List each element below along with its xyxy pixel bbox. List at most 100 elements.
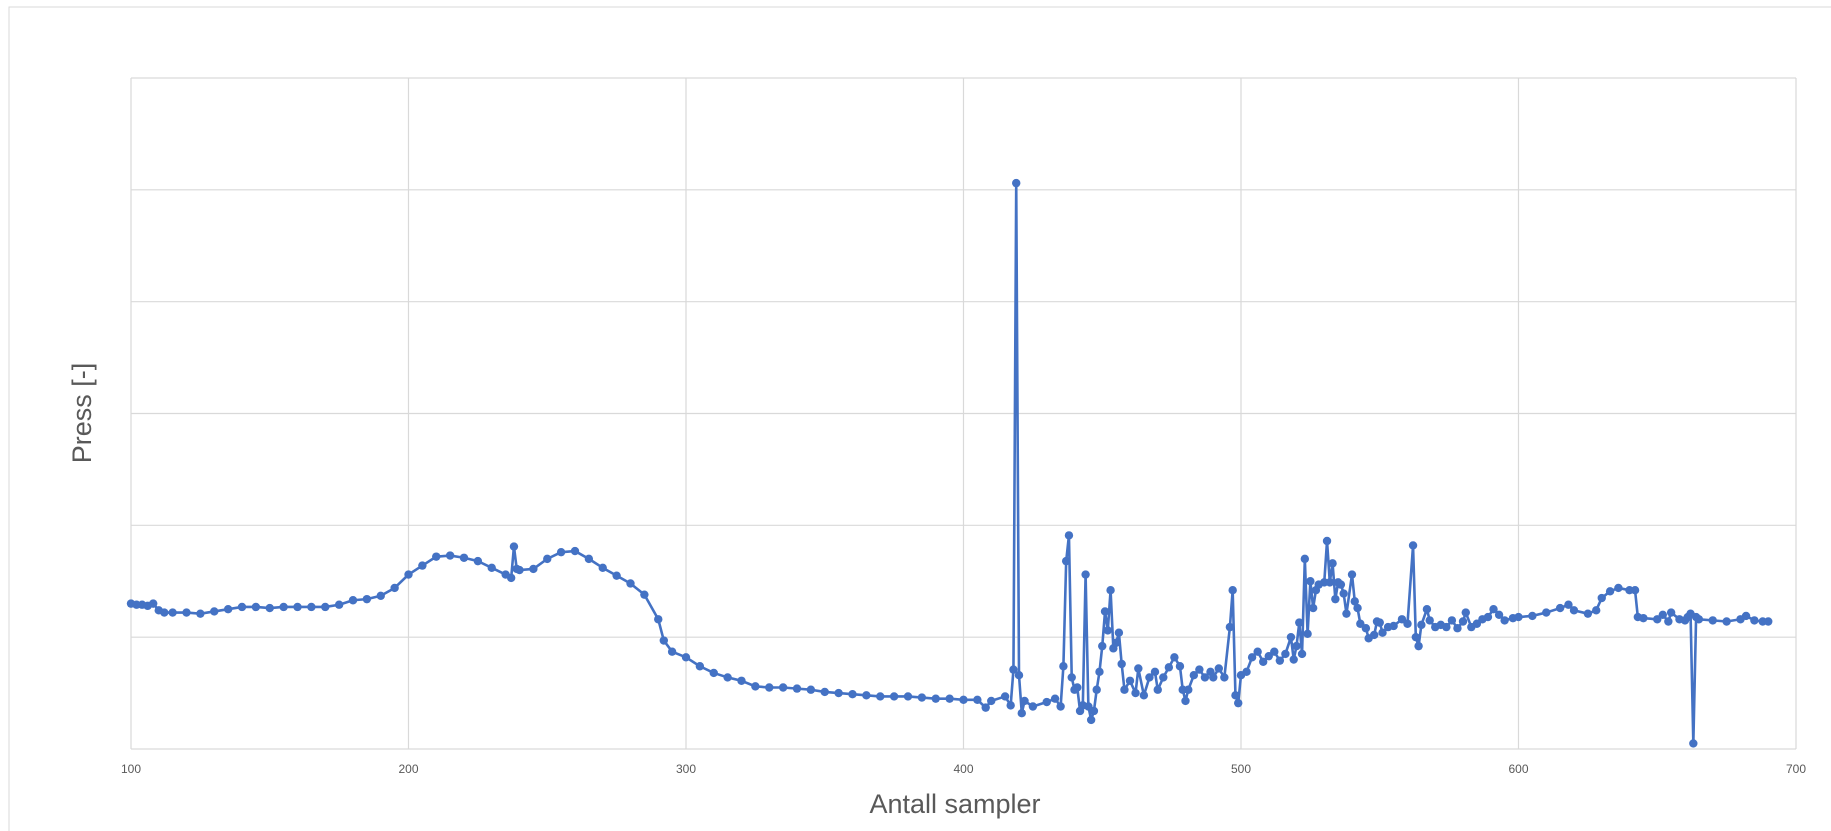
data-point bbox=[1425, 616, 1434, 625]
data-point bbox=[1209, 673, 1218, 682]
data-point bbox=[1164, 663, 1174, 672]
data-point bbox=[1347, 570, 1357, 579]
data-point bbox=[418, 561, 427, 570]
data-point bbox=[1131, 688, 1140, 698]
data-point bbox=[237, 602, 247, 612]
data-point bbox=[1214, 664, 1224, 673]
data-point bbox=[584, 554, 594, 564]
data-point bbox=[515, 565, 524, 575]
x-tick-label: 400 bbox=[953, 762, 973, 776]
data-point bbox=[1342, 609, 1351, 618]
data-point bbox=[1270, 647, 1279, 656]
data-point bbox=[862, 691, 871, 700]
data-point bbox=[903, 692, 913, 701]
y-axis-title: Press [-] bbox=[67, 363, 97, 464]
data-point bbox=[848, 690, 857, 699]
data-point bbox=[1056, 702, 1065, 711]
data-point bbox=[362, 594, 372, 604]
data-point bbox=[1461, 608, 1470, 617]
data-point bbox=[1555, 603, 1565, 613]
data-point bbox=[1322, 536, 1332, 546]
data-point bbox=[1375, 618, 1384, 627]
data-point bbox=[1528, 611, 1537, 621]
data-point bbox=[1020, 696, 1029, 706]
data-point bbox=[1350, 597, 1359, 606]
data-point bbox=[506, 573, 516, 583]
data-point bbox=[1422, 605, 1432, 614]
x-axis-title: Antall sampler bbox=[869, 789, 1040, 819]
data-point bbox=[1614, 583, 1623, 593]
data-point bbox=[1103, 626, 1113, 635]
data-point bbox=[1106, 585, 1115, 595]
data-point bbox=[1200, 673, 1210, 682]
data-point bbox=[1234, 698, 1243, 708]
data-point bbox=[1414, 641, 1423, 651]
data-point bbox=[487, 563, 496, 573]
data-point bbox=[1500, 616, 1509, 625]
data-point bbox=[251, 602, 261, 612]
data-point bbox=[182, 608, 191, 617]
data-point bbox=[1081, 570, 1090, 579]
data-point bbox=[348, 596, 358, 605]
data-point bbox=[1331, 594, 1340, 604]
data-point bbox=[659, 636, 668, 645]
data-point bbox=[1000, 692, 1010, 701]
data-point bbox=[737, 676, 746, 685]
data-point bbox=[1389, 621, 1398, 631]
data-point bbox=[1597, 593, 1606, 603]
chart-border bbox=[8, 6, 1831, 831]
data-point bbox=[1339, 589, 1348, 598]
data-point bbox=[1303, 629, 1312, 639]
x-tick-label: 700 bbox=[1786, 762, 1806, 776]
data-point bbox=[806, 685, 816, 694]
data-point bbox=[556, 547, 566, 557]
data-point bbox=[1175, 662, 1185, 671]
data-point bbox=[1009, 665, 1018, 674]
data-point bbox=[1228, 585, 1237, 595]
data-point bbox=[265, 603, 274, 613]
data-point bbox=[654, 615, 663, 624]
data-point bbox=[1181, 696, 1190, 706]
data-point bbox=[820, 687, 829, 697]
data-point bbox=[1483, 612, 1493, 622]
data-point bbox=[1664, 617, 1673, 626]
data-point bbox=[1658, 610, 1668, 619]
data-point bbox=[1017, 709, 1026, 718]
data-point bbox=[404, 570, 413, 579]
data-point bbox=[1708, 616, 1717, 625]
data-point bbox=[1295, 618, 1304, 627]
data-point bbox=[1247, 653, 1257, 662]
data-point bbox=[598, 563, 607, 573]
data-point bbox=[1189, 670, 1199, 680]
data-point bbox=[681, 653, 691, 662]
data-point bbox=[1059, 662, 1068, 671]
data-point bbox=[1125, 676, 1135, 685]
data-point bbox=[709, 668, 718, 678]
data-point bbox=[210, 607, 219, 616]
data-point bbox=[279, 602, 288, 612]
data-point bbox=[1592, 606, 1601, 615]
data-point bbox=[160, 608, 169, 617]
data-point bbox=[1145, 673, 1154, 682]
data-point bbox=[1086, 715, 1096, 725]
data-point bbox=[445, 551, 455, 560]
data-point bbox=[1073, 683, 1082, 692]
data-point bbox=[1089, 706, 1099, 716]
data-point bbox=[765, 683, 774, 692]
data-point bbox=[1361, 624, 1371, 633]
data-point bbox=[945, 694, 954, 703]
data-point bbox=[1453, 624, 1462, 633]
data-point bbox=[1231, 691, 1240, 700]
data-point bbox=[1353, 603, 1362, 613]
data-point bbox=[959, 695, 968, 704]
data-point bbox=[1014, 670, 1024, 680]
data-point bbox=[1100, 607, 1110, 616]
data-point bbox=[1050, 694, 1060, 703]
data-point bbox=[570, 546, 580, 556]
data-point bbox=[196, 609, 205, 618]
data-point bbox=[931, 694, 940, 703]
data-point bbox=[1153, 685, 1162, 694]
data-point bbox=[1417, 620, 1426, 630]
data-point bbox=[1286, 632, 1296, 642]
